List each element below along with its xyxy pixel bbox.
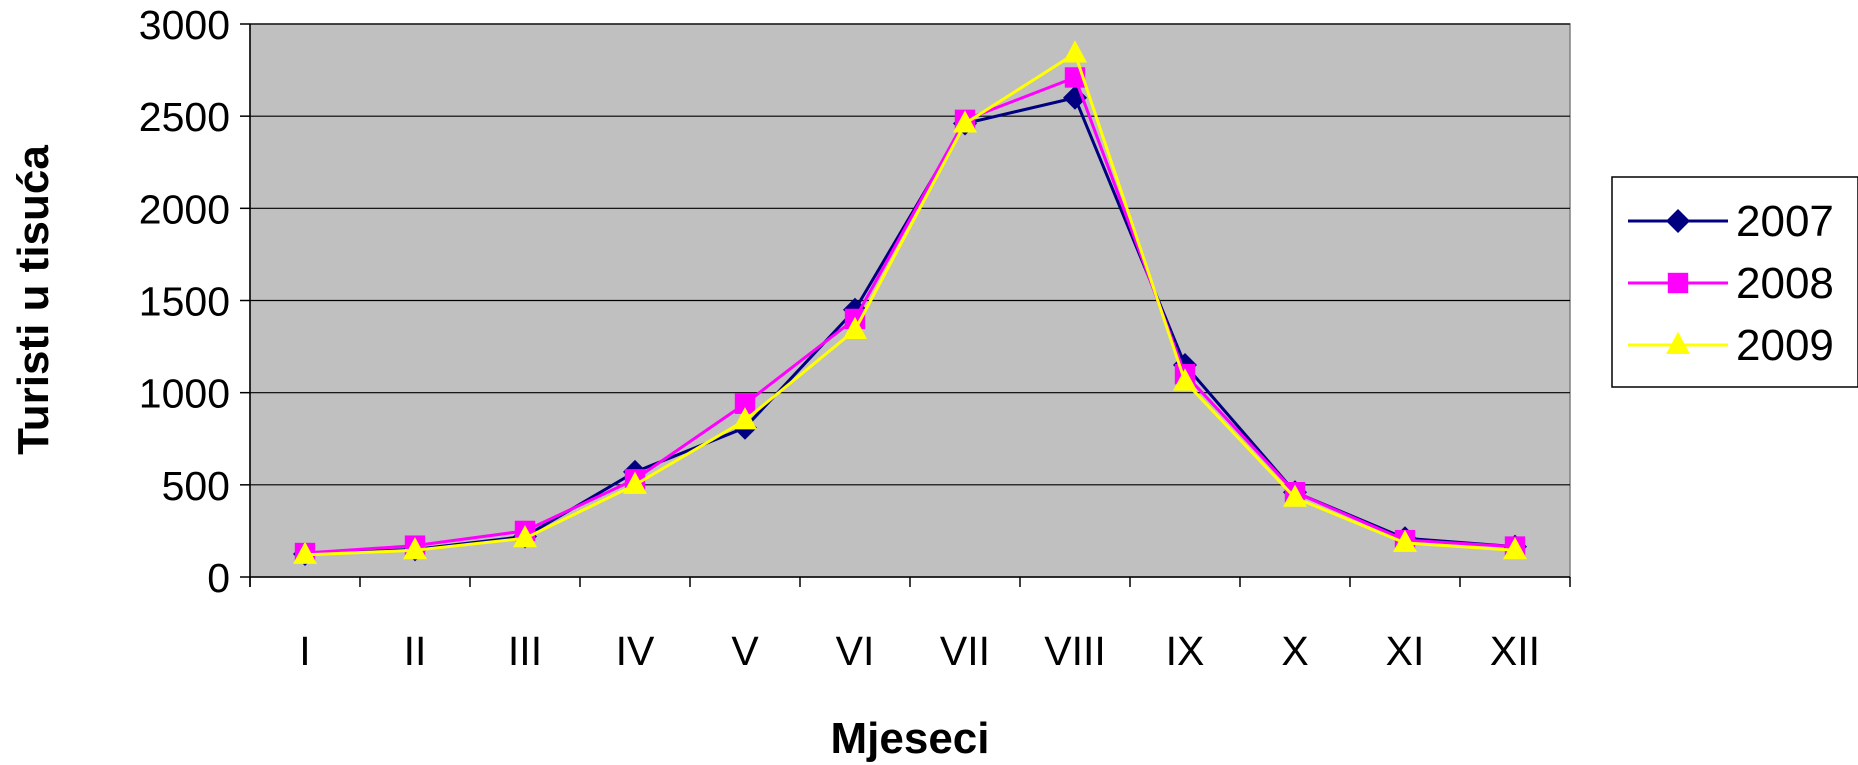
data-point-2009 — [1173, 368, 1197, 391]
series-group — [293, 40, 1527, 566]
x-tick-label: XI — [1386, 628, 1425, 674]
series-line-2008 — [304, 75, 1516, 555]
x-tick-label: I — [299, 628, 310, 674]
x-tick-label: VII — [940, 628, 990, 674]
legend-entry-2008: 2008 — [1628, 259, 1834, 308]
y-tick-label: 2000 — [139, 186, 230, 232]
data-point-2009 — [1393, 529, 1417, 552]
x-tick-label: IX — [1166, 628, 1205, 674]
data-point-2008 — [734, 393, 756, 414]
y-tick-label: 0 — [207, 555, 230, 601]
x-tick-label: II — [404, 628, 427, 674]
y-axis-title: Turisti u tisuća — [9, 145, 58, 455]
data-point-2009 — [623, 471, 647, 494]
legend-label: 2009 — [1736, 321, 1834, 370]
x-tick-label: X — [1281, 628, 1308, 674]
data-point-2009 — [1283, 484, 1307, 507]
data-point-2009 — [1503, 537, 1527, 560]
legend-marker — [1666, 209, 1690, 233]
y-tick-label: 1500 — [139, 279, 230, 325]
x-tick-label: VI — [836, 628, 875, 674]
legend-entry-2009: 2009 — [1628, 321, 1834, 370]
data-point-2009 — [1063, 40, 1087, 63]
x-tick-label: III — [508, 628, 542, 674]
series-line-2009 — [304, 51, 1516, 557]
y-tick-label: 500 — [162, 463, 230, 509]
data-point-2009 — [403, 537, 427, 560]
y-tick-label: 1000 — [139, 371, 230, 417]
x-tick-label: IV — [616, 628, 655, 674]
x-tick-label: VIII — [1044, 628, 1106, 674]
data-point-2009 — [733, 407, 757, 430]
legend: 2007 2008 2009 — [1611, 176, 1858, 388]
x-tick-labels: I II III IV V VI VII VIII IX X XI XII — [299, 628, 1540, 674]
y-tick-labels: 0 500 1000 1500 2000 2500 3000 — [139, 2, 230, 601]
legend-label: 2008 — [1736, 259, 1834, 308]
y-tick-label: 3000 — [139, 2, 230, 48]
data-point-2009 — [953, 110, 977, 133]
legend-marker — [1666, 331, 1690, 354]
data-point-2009 — [293, 541, 317, 564]
series-2009 — [293, 40, 1527, 564]
legend-entry-2007: 2007 — [1628, 197, 1834, 246]
legend-marker — [1667, 272, 1689, 294]
data-point-2009 — [513, 525, 537, 548]
x-axis-title: Mjeseci — [831, 714, 990, 763]
y-tick-label: 2500 — [139, 94, 230, 140]
gridlines — [250, 23, 1570, 486]
data-point-2009 — [843, 316, 867, 339]
x-tick-label: XII — [1490, 628, 1540, 674]
legend-label: 2007 — [1736, 197, 1834, 246]
x-tick-label: V — [731, 628, 759, 674]
axes — [240, 23, 1571, 587]
